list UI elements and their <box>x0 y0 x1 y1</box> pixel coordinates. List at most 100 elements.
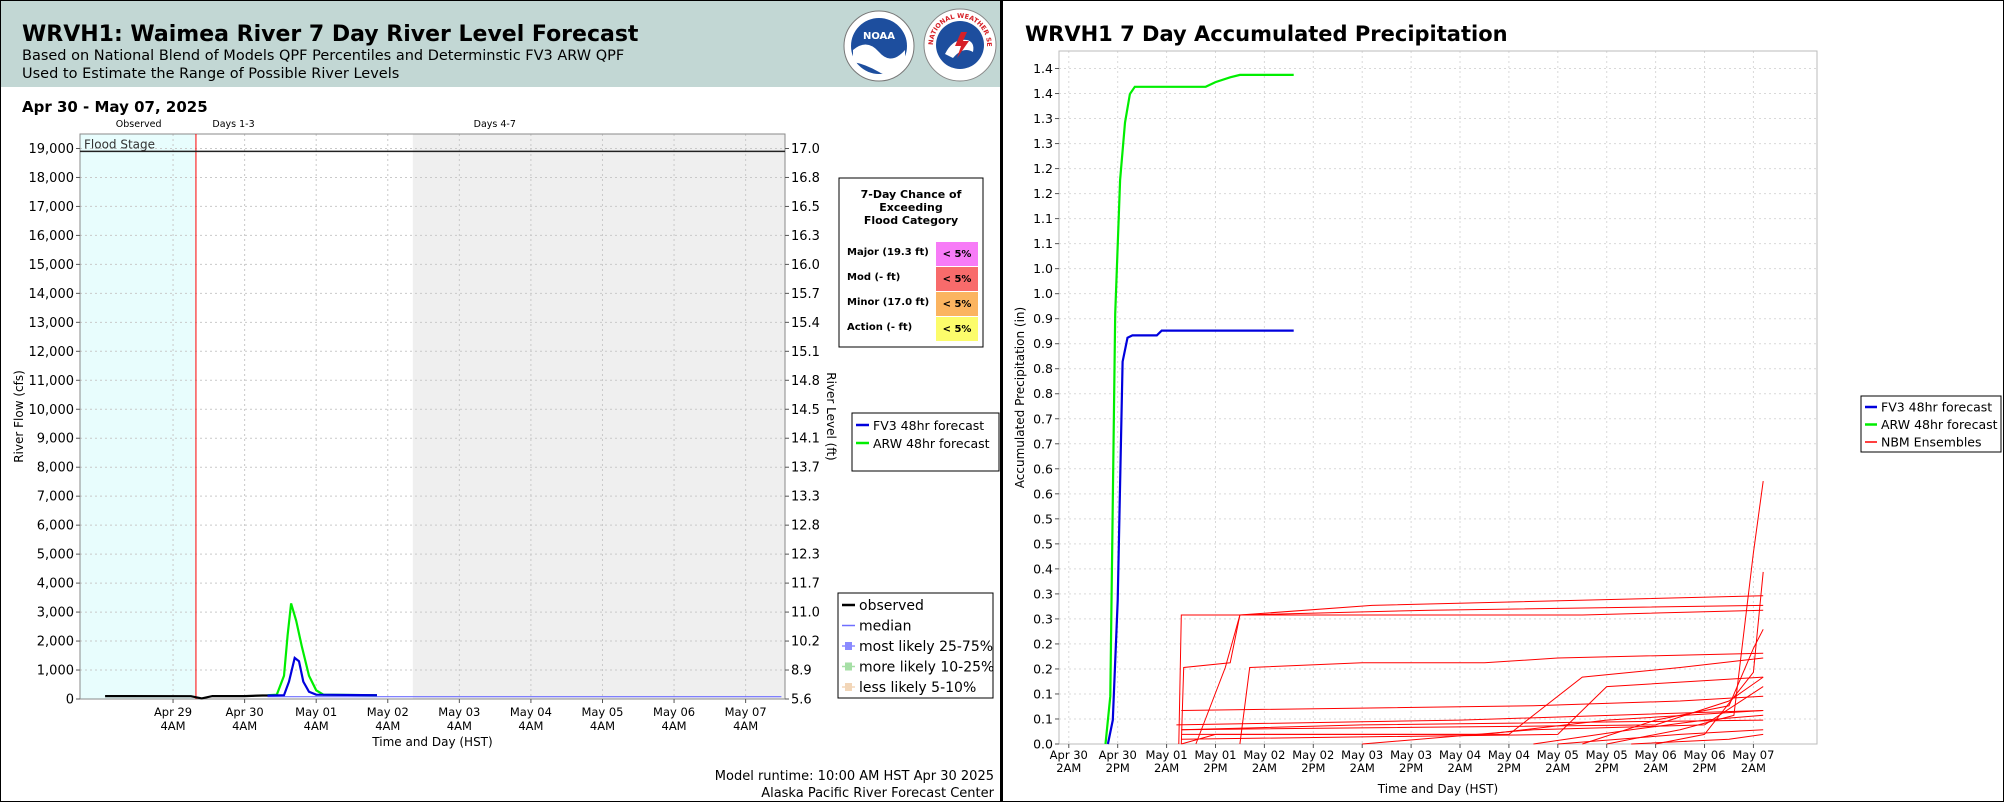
y-tick-label-right: 11.7 <box>791 577 820 592</box>
percentile-legend-swatch <box>845 683 852 691</box>
flood-table-row-color <box>936 267 978 291</box>
period-label-observed: Observed <box>116 119 162 130</box>
series-line-nbm-member <box>1655 571 1764 745</box>
precip-title: WRVH1 7 Day Accumulated Precipitation <box>1025 22 1508 46</box>
x-tick-label-hour: 4AM <box>590 719 615 733</box>
x-tick-label-hour: 4AM <box>447 719 472 733</box>
y-tick-label-right: 15.7 <box>791 287 820 302</box>
x-tick-label-day: May 03 <box>1390 748 1432 762</box>
y-tick-label-right: 14.5 <box>791 403 820 418</box>
y-tick-label-right: 12.8 <box>791 519 820 534</box>
x-tick-label-day: May 07 <box>1732 748 1774 762</box>
x-tick-label-hour: 2AM <box>1447 761 1472 775</box>
y-tick-label-left: 12,000 <box>29 345 75 360</box>
y-tick-label-left: 6,000 <box>37 519 74 534</box>
series-line-nbm-member <box>1181 676 1764 731</box>
flood-table-title: Exceeding <box>879 201 942 214</box>
flood-table-title: 7-Day Chance of <box>861 188 962 201</box>
series-line-nbm-member <box>1178 609 1764 745</box>
y-tick-label: 0.4 <box>1033 561 1053 576</box>
series-line-nbm-member <box>1181 710 1764 745</box>
y-tick-label-right: 16.8 <box>791 171 820 186</box>
y-tick-label: 1.3 <box>1033 111 1053 126</box>
x-tick-label-day: May 04 <box>1439 748 1481 762</box>
series-line-nbm-member <box>1362 686 1764 745</box>
series-line-arw-48hr-forecast <box>267 603 378 697</box>
x-tick-label-day: Apr 30 <box>226 705 264 719</box>
y-tick-label: 1.2 <box>1033 161 1053 176</box>
series-line-nbm-member <box>1533 714 1764 745</box>
forecast-center: Alaska Pacific River Forecast Center <box>761 786 994 801</box>
y-tick-label-right: 11.0 <box>791 606 820 621</box>
y-tick-label-left: 19,000 <box>29 142 75 157</box>
plot-frame <box>1058 50 1818 745</box>
series-line-observed <box>105 694 268 700</box>
precip-legend-label: NBM Ensembles <box>1881 435 1982 450</box>
y-tick-label-left: 14,000 <box>29 287 75 302</box>
y-tick-label-right: 16.0 <box>791 258 820 273</box>
series-line-nbm-member <box>1557 729 1764 745</box>
x-tick-label-hour: 2PM <box>1106 761 1130 775</box>
noaa-logo-icon: NOAA <box>843 10 915 82</box>
y-tick-label-left: 18,000 <box>29 171 75 186</box>
y-tick-label: 0.7 <box>1033 411 1053 426</box>
x-tick-label-hour: 4AM <box>662 719 687 733</box>
flood-table-row-value: < 5% <box>943 299 972 310</box>
x-tick-label-day: May 06 <box>653 705 695 719</box>
y-tick-label: 0.3 <box>1033 586 1053 601</box>
y-tick-label: 0.6 <box>1033 461 1053 476</box>
subtitle-line-1: Based on National Blend of Models QPF Pe… <box>22 48 625 64</box>
y-tick-label: 0.7 <box>1033 436 1053 451</box>
x-tick-label-day: May 04 <box>510 705 552 719</box>
y-tick-label-left: 17,000 <box>29 200 75 215</box>
series-line-nbm-member <box>1195 595 1764 745</box>
x-tick-label-day: May 07 <box>725 705 767 719</box>
x-axis-label: Time and Day (HST) <box>1377 782 1498 796</box>
flood-table-row-value: < 5% <box>943 324 972 335</box>
x-tick-label-hour: 4AM <box>232 719 257 733</box>
series-line-arw-48hr-forecast <box>1104 73 1294 745</box>
y-tick-label-left: 1,000 <box>37 664 74 679</box>
x-tick-label-day: May 01 <box>1194 748 1236 762</box>
period-label-days-4-7: Days 4-7 <box>474 119 516 130</box>
days-4-7-shade <box>412 134 785 699</box>
y-tick-label-left: 16,000 <box>29 229 75 244</box>
x-tick-label-hour: 2PM <box>1399 761 1423 775</box>
percentile-legend-box <box>837 592 994 699</box>
y-tick-label: 1.1 <box>1033 236 1053 251</box>
x-tick-label-hour: 4AM <box>375 719 400 733</box>
nws-logo-icon: NATIONAL WEATHER SERVICE <box>923 8 997 82</box>
y-tick-label: 0.6 <box>1033 486 1053 501</box>
x-tick-label-hour: 2AM <box>1545 761 1570 775</box>
percentile-legend-swatch <box>845 662 852 671</box>
river-forecast-panel: WRVH1: Waimea River 7 Day River Level Fo… <box>0 0 1001 802</box>
x-tick-label-hour: 4AM <box>304 719 329 733</box>
y-tick-label-left: 3,000 <box>37 606 74 621</box>
x-tick-label-day: May 05 <box>1586 748 1628 762</box>
y-tick-label: 0.0 <box>1033 737 1053 752</box>
y-tick-label-right: 14.1 <box>791 432 820 447</box>
x-tick-label-hour: 2AM <box>1643 761 1668 775</box>
y-tick-label: 0.2 <box>1033 636 1053 651</box>
x-tick-label-hour: 4AM <box>733 719 758 733</box>
x-tick-label-day: May 01 <box>1146 748 1188 762</box>
x-tick-label-hour: 2PM <box>1497 761 1521 775</box>
y-tick-label-right: 13.3 <box>791 490 820 505</box>
x-tick-label-hour: 2PM <box>1595 761 1619 775</box>
series-line-nbm-member <box>1631 733 1764 745</box>
precip-legend-label: ARW 48hr forecast <box>1881 417 1998 432</box>
y-tick-label-right: 10.2 <box>791 635 820 650</box>
flood-table-row-label: Action (- ft) <box>847 322 912 333</box>
x-tick-label-hour: 4AM <box>518 719 543 733</box>
x-tick-label-day: Apr 30 <box>1099 748 1137 762</box>
page-title: WRVH1: Waimea River 7 Day River Level Fo… <box>22 22 639 47</box>
precip-legend-box <box>1860 395 2002 453</box>
x-axis-label: Time and Day (HST) <box>371 735 492 749</box>
y-tick-label-right: 12.3 <box>791 548 820 563</box>
series-line-fv3-48hr-forecast <box>267 655 378 697</box>
x-tick-label-hour: 2AM <box>1252 761 1277 775</box>
y-tick-label: 1.4 <box>1033 61 1053 76</box>
x-tick-label-hour: 2AM <box>1350 761 1375 775</box>
flood-table-row-label: Major (19.3 ft) <box>847 247 929 258</box>
y-tick-label-right: 17.0 <box>791 142 820 157</box>
